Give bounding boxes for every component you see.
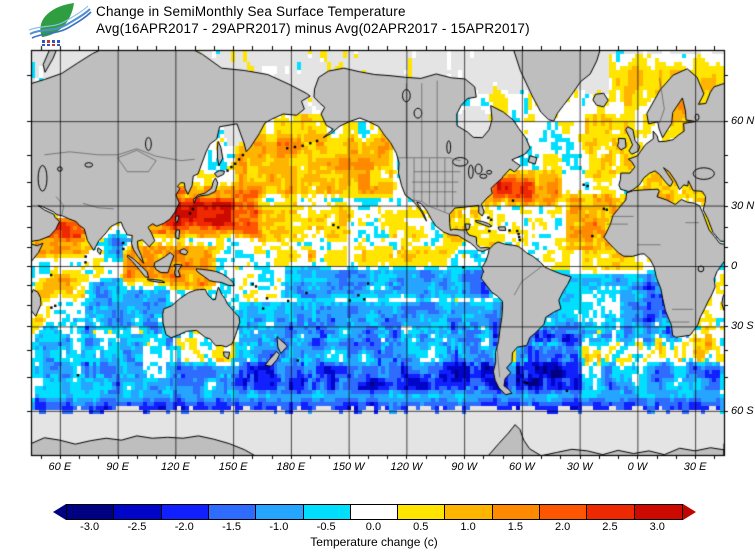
lat-axis-label: 30 S	[731, 320, 754, 333]
colorbar-tick-label: 0.5	[413, 521, 429, 533]
colorbar-segment	[397, 504, 447, 520]
colorbar-segment	[255, 504, 305, 520]
colorbar-segment	[160, 504, 210, 520]
colorbar-tick-label: -2.0	[174, 521, 194, 533]
wave-line-icon	[29, 8, 91, 35]
lon-axis-label: 60 E	[48, 461, 72, 473]
colorbar-tick-label: 1.0	[460, 521, 476, 533]
colorbar-tick-label: 0.0	[365, 521, 382, 533]
lon-axis-label: 30 E	[683, 461, 707, 473]
lon-axis-label: 120 W	[390, 461, 423, 473]
chart-title-block: Change in SemiMonthly Sea Surface Temper…	[96, 3, 530, 37]
colorbar-tick-label: 3.0	[649, 521, 665, 533]
leaf-shape	[40, 3, 74, 37]
lat-axis-label: 60 S	[731, 404, 754, 417]
colorbar-segment	[633, 504, 683, 520]
wave-line-icon	[31, 11, 92, 39]
colorbar-high-arrow	[682, 504, 696, 520]
colorbar-tick-label: -0.5	[316, 521, 336, 533]
colorbar-label: Temperature change (c)	[310, 535, 438, 549]
lon-axis-label: 90 W	[451, 461, 477, 473]
colorbar-tick-label: -1.0	[269, 521, 289, 533]
lon-axis-label: 180 E	[276, 461, 306, 473]
lon-axis-label: 30 W	[566, 461, 593, 473]
page-subtitle: Avg(16APR2017 - 29APR2017) minus Avg(02A…	[96, 21, 530, 36]
colorbar-tick-label: 1.5	[507, 521, 523, 533]
colorbar-segment	[491, 504, 541, 520]
colorbar-segment	[302, 504, 352, 520]
colorbar: -3.0 -2.5 -2.0 -1.5 -1.0 -0.5 0.0 0.5 1.0 1.5 2.0 2…	[0, 0, 755, 533]
colorbar-segment	[66, 504, 116, 520]
colorbar-segment	[539, 504, 589, 520]
lat-axis-label: 0	[731, 260, 738, 272]
lon-axis-label: 150 W	[332, 461, 365, 473]
wave-line-icon	[28, 5, 89, 31]
colorbar-segment	[207, 504, 258, 520]
page-title: Change in SemiMonthly Sea Surface Temper…	[96, 4, 406, 19]
colorbar-tick-label: -3.0	[80, 521, 100, 533]
colorbar-tick-label: -2.5	[127, 521, 147, 533]
colorbar-tick-label: 2.5	[602, 521, 618, 533]
logo-microtext	[42, 40, 60, 46]
lon-axis-label: 0 W	[627, 461, 648, 473]
colorbar-segment	[444, 504, 494, 520]
lat-axis-label: 30 N	[731, 199, 755, 212]
lon-axis-label: 120 E	[161, 461, 190, 473]
lon-axis-label: 60 W	[509, 461, 535, 473]
colorbar-tick-label: -1.5	[222, 521, 242, 533]
lat-axis-label: 60 N	[731, 115, 755, 128]
colorbar-segment	[113, 504, 163, 520]
colorbar-segment	[349, 504, 400, 520]
colorbar-tick-label: 2.0	[554, 521, 571, 533]
lon-axis-label: 150 E	[218, 461, 248, 473]
colorbar-segment	[586, 504, 636, 520]
colorbar-low-arrow	[53, 504, 66, 520]
lon-axis-label: 90 E	[106, 461, 129, 473]
leaf-wave-logo	[28, 3, 92, 46]
